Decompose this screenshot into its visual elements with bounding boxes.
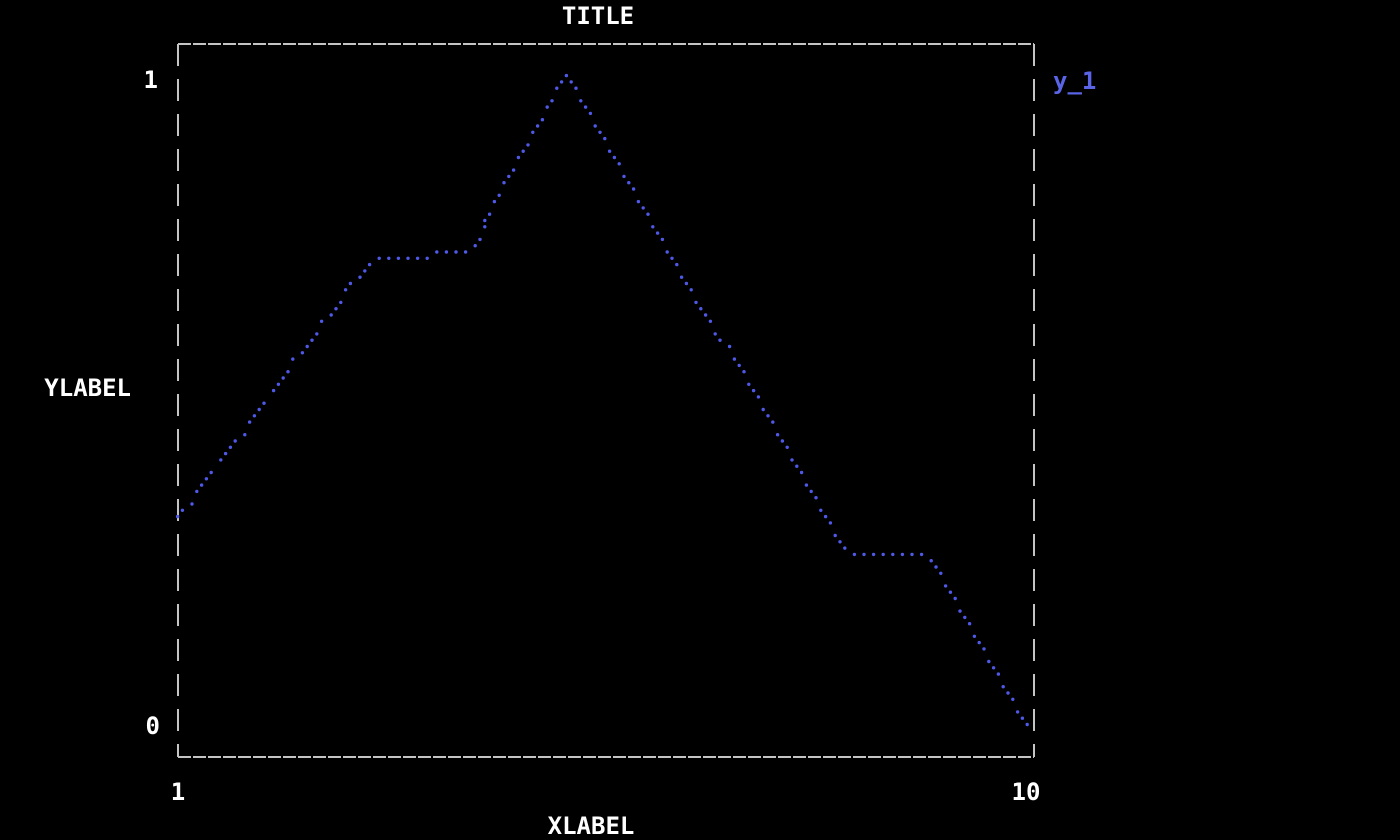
series-dots [175,73,1029,727]
y-tick-top: 1 [143,66,158,94]
x-axis-label: XLABEL [547,812,635,840]
x-tick-right: 10 [1011,778,1041,806]
x-tick-left: 1 [170,778,186,806]
plot-frame [177,43,1035,758]
legend-label: y_1 [1053,67,1097,95]
y-tick-bottom: 0 [145,712,160,740]
page-title: TITLE [561,2,635,30]
y-axis-label: YLABEL [44,374,131,402]
